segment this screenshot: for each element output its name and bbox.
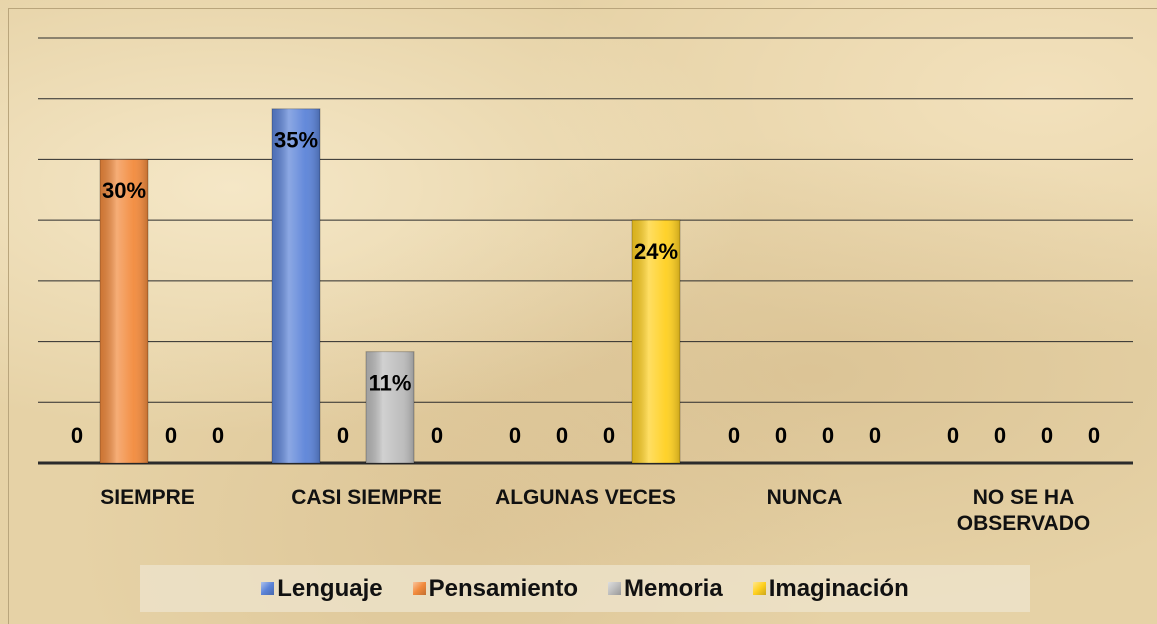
x-tick-label: NUNCA [766, 486, 843, 509]
bar-shine [366, 351, 414, 463]
legend: Lenguaje Pensamiento Memoria Imaginación [140, 565, 1030, 612]
data-label: 0 [1041, 423, 1053, 448]
data-label: 0 [603, 423, 615, 448]
data-label: 0 [947, 423, 959, 448]
x-tick-label: NO SE HA OBSERVADO [956, 486, 1091, 535]
x-tick-label: ALGUNAS VECES [495, 486, 676, 509]
frame [8, 8, 1157, 624]
legend-swatch [608, 582, 621, 595]
x-tick-label: CASI SIEMPRE [291, 486, 442, 509]
legend-swatch [752, 582, 766, 595]
bar-shine [632, 220, 680, 463]
data-label: 0 [212, 423, 224, 448]
data-label: 0 [728, 423, 740, 448]
data-label: 11% [369, 371, 412, 396]
data-label: 0 [1088, 423, 1100, 448]
data-label: 0 [556, 423, 568, 448]
legend-item: Memoria [608, 575, 723, 603]
data-label: 0 [71, 423, 83, 448]
legend-item: Imaginación [752, 574, 909, 603]
data-label: 0 [337, 423, 349, 448]
data-label: 0 [431, 423, 443, 448]
legend-label: Memoria [624, 574, 723, 602]
legend-item: Pensamiento [412, 574, 578, 603]
data-label: 0 [822, 423, 834, 448]
data-label: 0 [775, 423, 787, 448]
legend-item: Lenguaje [261, 574, 383, 603]
bar-shine [272, 108, 320, 463]
legend-label: Lenguaje [277, 574, 383, 602]
data-label: 24% [634, 239, 678, 264]
legend-swatch [261, 582, 275, 595]
x-tick-label: SIEMPRE [100, 486, 195, 509]
data-label: 0 [165, 423, 177, 448]
legend-label: Imaginación [768, 574, 909, 602]
bar-shine [100, 159, 148, 463]
legend-label: Pensamiento [428, 574, 578, 602]
data-label: 0 [994, 423, 1006, 448]
data-label: 30% [102, 178, 146, 203]
data-label: 0 [509, 423, 521, 448]
data-label: 35% [274, 128, 318, 153]
legend-swatch [412, 582, 426, 595]
data-label: 0 [869, 423, 881, 448]
